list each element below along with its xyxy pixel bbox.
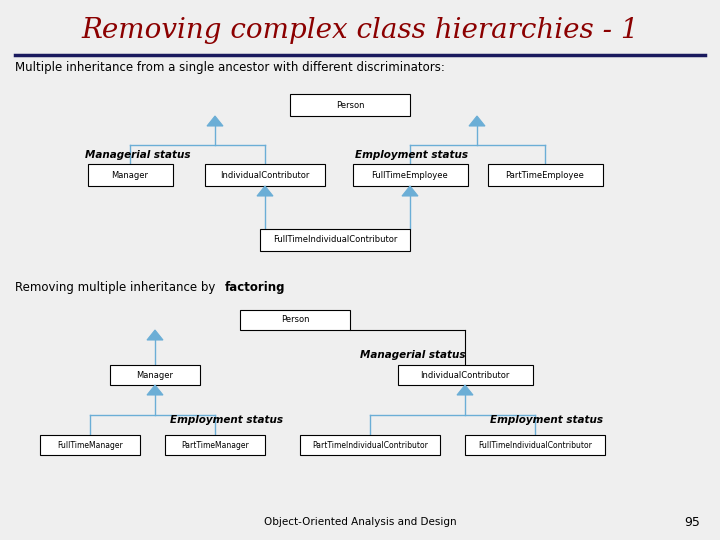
Text: Employment status: Employment status <box>355 150 468 160</box>
Text: Removing complex class hierarchies - 1: Removing complex class hierarchies - 1 <box>81 17 639 44</box>
Text: Multiple inheritance from a single ancestor with different discriminators:: Multiple inheritance from a single ances… <box>15 62 445 75</box>
Text: PartTimeEmployee: PartTimeEmployee <box>505 171 585 179</box>
Bar <box>40 435 140 455</box>
Text: IndividualContributor: IndividualContributor <box>220 171 310 179</box>
Text: Removing multiple inheritance by: Removing multiple inheritance by <box>15 281 219 294</box>
Polygon shape <box>457 385 473 395</box>
Bar <box>353 164 467 186</box>
Text: 95: 95 <box>684 516 700 529</box>
Text: IndividualContributor: IndividualContributor <box>420 370 510 380</box>
Polygon shape <box>257 186 273 196</box>
Polygon shape <box>207 116 223 126</box>
Bar <box>290 94 410 116</box>
Bar <box>300 435 440 455</box>
Bar <box>397 365 533 385</box>
Text: Managerial status: Managerial status <box>360 350 466 360</box>
Text: Manager: Manager <box>137 370 174 380</box>
Bar <box>465 435 605 455</box>
Text: Person: Person <box>336 100 364 110</box>
Polygon shape <box>147 330 163 340</box>
Bar <box>88 164 173 186</box>
Bar <box>165 435 265 455</box>
Text: Employment status: Employment status <box>170 415 283 425</box>
Text: Person: Person <box>281 315 310 325</box>
Text: factoring: factoring <box>225 281 286 294</box>
Polygon shape <box>402 186 418 196</box>
Text: Manager: Manager <box>112 171 148 179</box>
Text: Employment status: Employment status <box>490 415 603 425</box>
Text: FullTimeEmployee: FullTimeEmployee <box>372 171 449 179</box>
Polygon shape <box>469 116 485 126</box>
Text: PartTimeIndividualContributor: PartTimeIndividualContributor <box>312 441 428 449</box>
Text: PartTimeManager: PartTimeManager <box>181 441 249 449</box>
Text: :: : <box>277 281 281 294</box>
Text: Object-Oriented Analysis and Design: Object-Oriented Analysis and Design <box>264 517 456 527</box>
Polygon shape <box>147 385 163 395</box>
Bar <box>110 365 200 385</box>
Bar <box>205 164 325 186</box>
Bar <box>260 229 410 251</box>
Text: Managerial status: Managerial status <box>85 150 191 160</box>
Bar <box>487 164 603 186</box>
Text: FullTimeIndividualContributor: FullTimeIndividualContributor <box>478 441 592 449</box>
Text: FullTimeManager: FullTimeManager <box>57 441 123 449</box>
Bar <box>240 310 350 330</box>
Text: FullTimeIndividualContributor: FullTimeIndividualContributor <box>273 235 397 245</box>
